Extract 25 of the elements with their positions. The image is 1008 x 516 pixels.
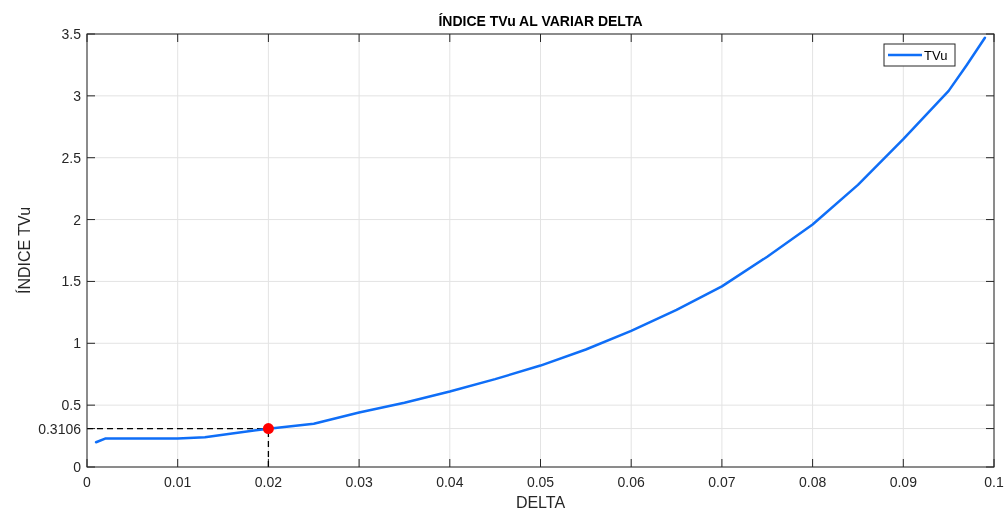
legend-label: TVu	[924, 48, 948, 63]
x-tick-label: 0	[83, 474, 92, 490]
x-tick-label: 0.1	[984, 474, 1004, 490]
x-tick-label: 0.07	[708, 474, 736, 490]
y-tick-label: 1	[73, 335, 82, 352]
y-tick-label: 0.5	[61, 397, 82, 414]
x-tick-label: 0.08	[798, 474, 827, 490]
y-tick-label: 3.5	[61, 26, 82, 42]
x-tick-label: 0.06	[617, 474, 646, 490]
x-tick-label: 0.05	[526, 474, 555, 490]
line-series	[94, 36, 987, 444]
x-tick-label: 0.04	[436, 474, 464, 490]
y-tick-label: 0.3106	[38, 420, 82, 437]
y-tick-label: 2	[73, 211, 82, 228]
chart-title: ÍNDICE TVu AL VARIAR DELTA	[438, 13, 643, 29]
x-tick-label: 0.01	[164, 474, 192, 490]
y-tick-label: 3	[73, 87, 82, 104]
x-tick-label: 0.02	[254, 474, 283, 490]
y-axis-title: ÍNDICE TVu	[15, 206, 33, 295]
y-tick-label: 2.5	[61, 149, 82, 166]
x-axis-title: DELTA	[515, 494, 566, 511]
y-tick-label: 0	[73, 459, 82, 475]
y-tick-label: 1.5	[61, 273, 82, 290]
x-tick-label: 0.03	[345, 474, 373, 490]
x-tick-label: 0.09	[889, 474, 918, 490]
